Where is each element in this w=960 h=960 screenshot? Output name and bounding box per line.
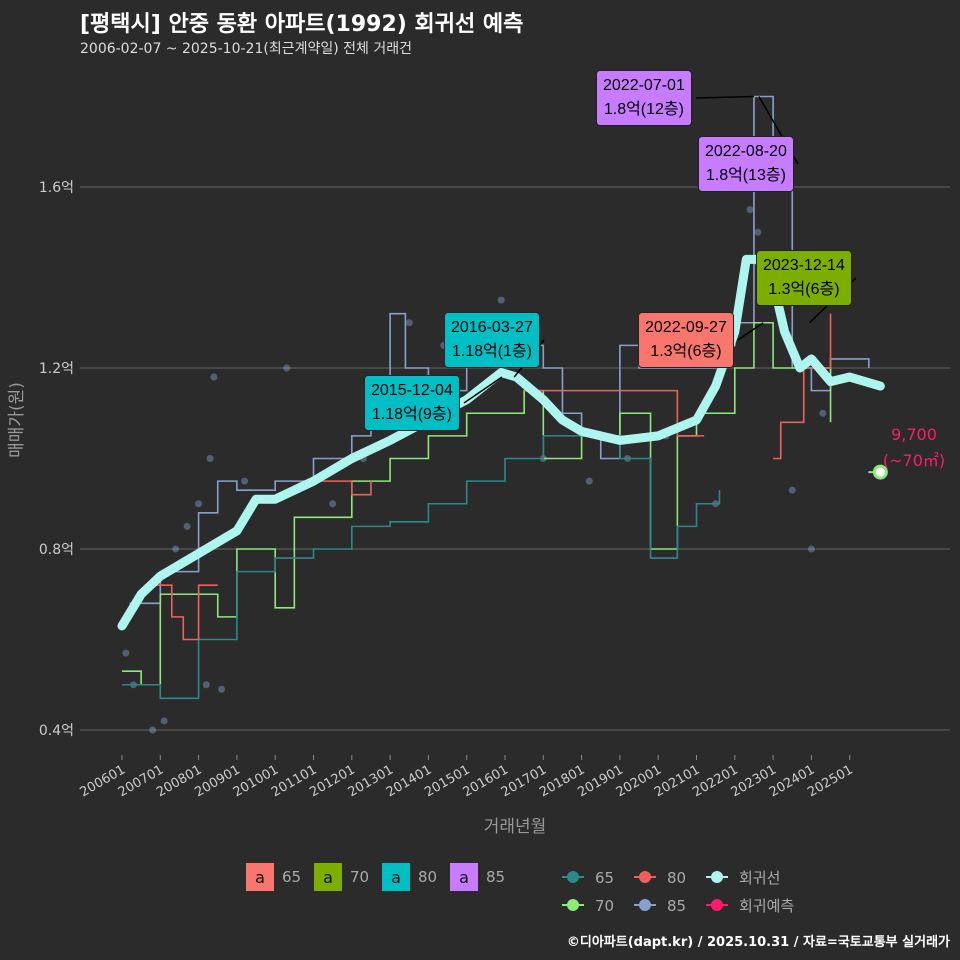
chart-title: [평택시] 안중 동환 아파트(1992) 회귀선 예측 [80, 12, 524, 37]
scatter-point [206, 455, 214, 462]
legend-text: 70 [350, 868, 370, 886]
legend-text: 80 [418, 868, 438, 886]
legend-line-text: 70 [595, 897, 614, 915]
regression-line [117, 254, 885, 631]
scatter-point [149, 726, 157, 734]
annotation-price: 1.18억(1층) [451, 343, 532, 360]
legend-point-key [639, 871, 651, 883]
annotation-label: 2022-09-27 1.3억(6층) [638, 312, 734, 368]
legend-label-80: a 80 [382, 863, 437, 891]
y-axis-label: 매매가(원) [7, 382, 27, 458]
series-line-80 [524, 389, 705, 437]
series-line-65 [122, 435, 721, 700]
legend-swatch: a [314, 863, 342, 891]
scatter-point [405, 319, 413, 327]
annotation-leader [695, 95, 754, 99]
scatter-point [497, 296, 505, 304]
legend-point-key [711, 899, 723, 911]
annotation-label: 2016-03-27 1.18억(1층) [444, 312, 540, 368]
scatter-point [329, 500, 337, 508]
scatter-point [754, 228, 762, 236]
footer-credit: ©디아파트(dapt.kr) / 2025.10.31 / 자료=국토교통부 실… [566, 935, 950, 950]
legend-line-text: 회귀예측 [739, 897, 794, 915]
scatter-point [788, 486, 796, 494]
scatter-point [195, 500, 203, 508]
series-line-70 [122, 321, 832, 686]
annotation-date: 2022-09-27 [645, 319, 727, 336]
legend-point-key [567, 899, 579, 911]
legend-label-85: a 85 [450, 863, 505, 891]
scatter-point [283, 364, 291, 372]
scatter-point [746, 206, 754, 214]
series-line-80 [773, 313, 832, 460]
scatter-point [172, 545, 180, 553]
series-line-80 [144, 584, 218, 641]
legend-text: 85 [486, 868, 506, 886]
annotation-price: 1.3억(6층) [768, 281, 840, 298]
scatter-point [202, 681, 210, 689]
legend-line-text: 80 [667, 869, 686, 887]
annotation-price: 1.3억(6층) [650, 343, 722, 360]
annotation-label: 2022-07-01 1.8억(12층) [596, 70, 692, 126]
scatter-point [585, 477, 593, 485]
annotation-price: 1.18억(9층) [371, 406, 452, 423]
annotation-leader [737, 322, 764, 341]
annotation-label: 2022-08-20 1.8억(13층) [698, 136, 794, 192]
y-tick-label: 1.6억 [39, 180, 74, 196]
scatter-point [183, 522, 191, 530]
legend-swatch: a [382, 863, 410, 891]
y-tick-label: 0.8억 [39, 542, 74, 558]
legend-label-70: a 70 [314, 863, 369, 891]
annotation-price: 1.8억(12층) [603, 101, 684, 118]
scatter-point [122, 649, 130, 657]
legend-point-key [711, 871, 723, 883]
legend-point-key [639, 899, 651, 911]
prediction-point [872, 464, 888, 480]
prediction-value: 9,700 [891, 425, 937, 444]
annotation-date: 2022-07-01 [603, 77, 685, 94]
annotation-date: 2022-08-20 [705, 143, 787, 160]
legend-swatch: a [450, 863, 478, 891]
annotation-date: 2023-12-14 [763, 257, 845, 274]
legend-swatch: a [246, 863, 274, 891]
x-axis-label: 거래년월 [484, 817, 547, 837]
annotation-date: 2016-03-27 [451, 319, 533, 336]
annotation-label: 2023-12-14 1.3억(6층) [756, 250, 852, 306]
legend-line-text: 65 [595, 869, 614, 887]
annotation-leader [463, 376, 503, 404]
legend-label-65: a 65 [246, 863, 301, 891]
series-line-85 [129, 95, 870, 605]
annotation-label: 2015-12-04 1.18억(9층) [364, 375, 460, 431]
y-tick-label: 1.2억 [39, 361, 74, 377]
prediction-area: (~70㎡) [883, 451, 945, 470]
series-line-80 [313, 480, 372, 496]
scatter-point [160, 717, 168, 725]
legend-line-text: 회귀선 [739, 869, 780, 887]
y-tick-label: 0.4억 [39, 723, 74, 739]
scatter-point [218, 685, 226, 693]
scatter-point [210, 373, 218, 381]
scatter-point [241, 477, 249, 485]
legend-line-text: 85 [667, 897, 686, 915]
annotation-date: 2015-12-04 [371, 382, 453, 399]
legend-point-key [567, 871, 579, 883]
annotation-price: 1.8억(13층) [705, 167, 786, 184]
scatter-point [807, 545, 815, 553]
scatter-point [819, 409, 827, 417]
legend-text: 65 [282, 868, 302, 886]
chart-subtitle: 2006-02-07 ~ 2025-10-21(최근계약일) 전체 거래건 [80, 41, 412, 57]
